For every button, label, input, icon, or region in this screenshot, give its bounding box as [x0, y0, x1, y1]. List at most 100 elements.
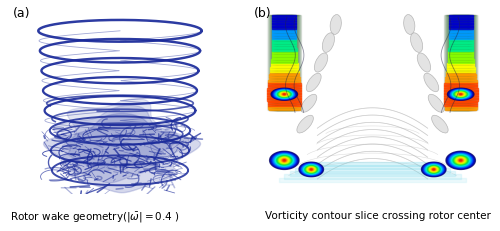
Polygon shape [274, 91, 294, 99]
Bar [444, 82, 477, 84]
Ellipse shape [301, 95, 317, 113]
Bar [267, 97, 302, 98]
Bar [272, 33, 296, 35]
Bar [448, 24, 472, 25]
Polygon shape [456, 92, 466, 97]
Polygon shape [284, 94, 285, 95]
Polygon shape [299, 162, 324, 177]
Polygon shape [310, 169, 312, 170]
Polygon shape [447, 152, 474, 169]
Bar [448, 57, 473, 58]
Polygon shape [282, 159, 287, 162]
Bar [268, 89, 301, 90]
Polygon shape [451, 91, 470, 99]
Bar [448, 40, 473, 41]
Polygon shape [425, 164, 442, 175]
Polygon shape [422, 162, 446, 177]
Polygon shape [307, 167, 316, 172]
Bar [448, 35, 472, 36]
Polygon shape [459, 94, 462, 96]
Bar [444, 84, 477, 85]
Bar [272, 20, 296, 22]
Text: Rotor wake geometry($|\bar{\omega}|=0.4$ ): Rotor wake geometry($|\bar{\omega}|=0.4$… [10, 210, 179, 224]
Polygon shape [282, 94, 286, 96]
Bar [269, 76, 300, 78]
Bar [272, 62, 297, 63]
Polygon shape [300, 163, 322, 176]
Polygon shape [304, 166, 318, 173]
Bar [272, 30, 296, 31]
Bar [268, 82, 300, 84]
Bar [448, 31, 472, 33]
Ellipse shape [418, 54, 430, 73]
Bar [448, 20, 472, 22]
Bar [272, 15, 296, 17]
Bar [272, 58, 297, 60]
Bar [448, 62, 473, 63]
Bar [271, 63, 297, 65]
Polygon shape [426, 165, 441, 174]
Polygon shape [458, 159, 464, 162]
Bar [272, 22, 296, 24]
Ellipse shape [330, 15, 342, 35]
Polygon shape [280, 158, 289, 164]
Bar [268, 103, 301, 105]
Polygon shape [455, 157, 466, 164]
Bar [448, 30, 472, 31]
Bar [267, 95, 302, 97]
Bar [448, 15, 472, 17]
Polygon shape [453, 91, 468, 98]
Bar [448, 43, 473, 44]
Polygon shape [54, 106, 189, 183]
Bar [444, 89, 478, 90]
Polygon shape [284, 160, 286, 161]
Bar [272, 51, 296, 52]
Bar [444, 98, 478, 100]
Bar [445, 79, 476, 81]
Bar [447, 67, 474, 68]
Bar [444, 85, 478, 87]
Bar [272, 40, 296, 41]
Polygon shape [306, 166, 317, 173]
Bar [268, 81, 300, 82]
Bar [272, 43, 296, 44]
Polygon shape [274, 90, 295, 100]
Polygon shape [430, 168, 437, 172]
Polygon shape [454, 156, 468, 165]
Bar [270, 70, 298, 71]
Polygon shape [270, 152, 298, 169]
Polygon shape [281, 93, 288, 96]
Bar [448, 58, 473, 60]
Ellipse shape [404, 15, 415, 35]
Polygon shape [274, 155, 294, 167]
Polygon shape [308, 168, 314, 172]
Polygon shape [278, 92, 290, 98]
Bar [448, 63, 474, 65]
Polygon shape [300, 164, 322, 176]
Polygon shape [456, 158, 466, 164]
Bar [446, 74, 476, 76]
Polygon shape [457, 93, 464, 96]
Bar [272, 31, 296, 33]
Polygon shape [270, 152, 299, 170]
Polygon shape [422, 163, 445, 176]
Ellipse shape [432, 116, 448, 134]
Polygon shape [426, 165, 442, 174]
Polygon shape [278, 156, 291, 165]
Polygon shape [454, 92, 468, 98]
Bar [268, 100, 301, 101]
Polygon shape [432, 168, 436, 171]
Polygon shape [272, 153, 296, 168]
Bar [448, 49, 473, 51]
Polygon shape [448, 89, 474, 101]
Bar [445, 108, 476, 109]
Polygon shape [276, 91, 292, 98]
Bar [448, 22, 472, 24]
Bar [448, 38, 472, 40]
Bar [268, 106, 300, 108]
Bar [272, 36, 296, 38]
Bar [269, 78, 300, 79]
Bar [268, 105, 300, 106]
Bar [272, 19, 296, 20]
Bar [272, 41, 296, 43]
